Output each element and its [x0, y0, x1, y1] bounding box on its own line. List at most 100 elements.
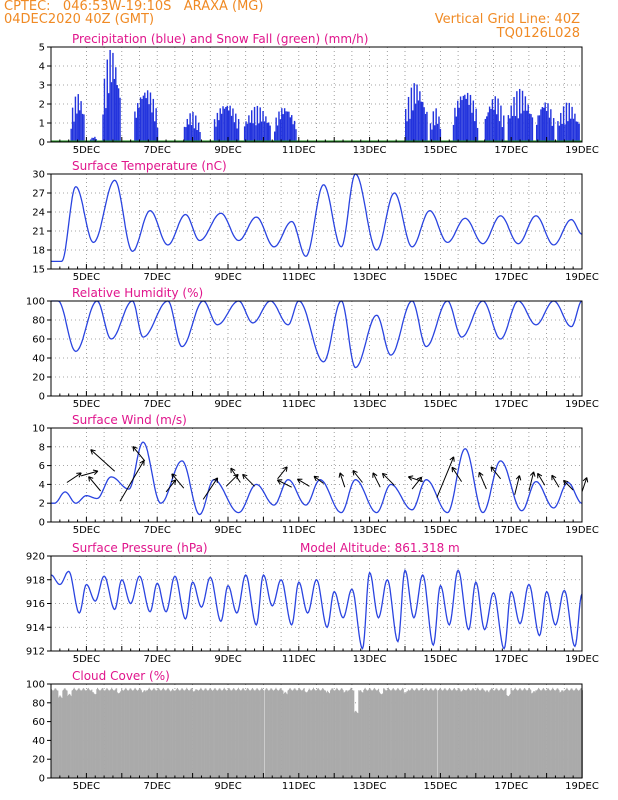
cloud-bar [406, 691, 408, 778]
cloud-bar [352, 690, 354, 778]
cloud-bar [221, 690, 223, 778]
cloud-bar [526, 690, 528, 778]
cloud-bar [286, 694, 288, 778]
cloud-bar [481, 688, 483, 778]
panel-1: Surface Temperature (nC) 15 18 21 24 27 30 5DEC… [32, 159, 599, 283]
x-tick-label: 19DEC [565, 654, 599, 665]
cloud-bar [518, 689, 520, 778]
precip-bar [562, 106, 565, 142]
cloud-bar [122, 690, 124, 778]
cloud-bar [340, 688, 342, 778]
cloud-bar [255, 689, 257, 778]
cloud-bar [409, 690, 411, 778]
precip-bar [523, 110, 525, 142]
cloud-bar [93, 693, 95, 778]
x-tick-label: 9DEC [214, 399, 241, 410]
precip-bar [216, 112, 219, 142]
cloud-bar [422, 690, 424, 778]
precip-bar [192, 111, 194, 142]
wind-arrow [563, 479, 574, 491]
cloud-bar [471, 689, 473, 778]
cloud-bar [365, 689, 367, 778]
cloud-bar [195, 689, 197, 778]
header-model-code: TQ0126L028 [496, 26, 580, 41]
cloud-bar [472, 688, 474, 778]
cloud-bar [70, 696, 72, 778]
cloud-bar [501, 688, 503, 778]
precip-bar [236, 128, 238, 142]
cloud-bar [135, 688, 137, 778]
cloud-bar [533, 691, 535, 778]
precip-bar [248, 115, 250, 142]
wind-arrow [490, 466, 501, 480]
cloud-bar [384, 689, 386, 778]
cloud-bar [120, 690, 122, 778]
precip-bar [225, 107, 227, 142]
cloud-bar [390, 690, 392, 778]
precip-bar [548, 117, 551, 142]
cloud-bar [291, 690, 293, 778]
cloud-bar [140, 690, 142, 778]
precip-bar [183, 126, 186, 142]
cloud-bar [562, 691, 564, 778]
cloud-bar [468, 689, 470, 778]
panel-2: Relative Humidity (%) 0 20 40 60 80 100 5DEC 7DE… [26, 286, 599, 410]
cloud-bar [87, 688, 89, 778]
cloud-bar [488, 692, 490, 778]
precip-bar [283, 108, 286, 142]
x-tick-label: 7DEC [144, 781, 171, 792]
cloud-bar [364, 687, 366, 778]
cloud-bar [259, 690, 261, 778]
cloud-bar [169, 691, 171, 778]
cloud-bar [162, 688, 164, 778]
precip-bar [230, 115, 233, 142]
cloud-bar [414, 689, 416, 778]
cloud-bar [312, 689, 314, 778]
cloud-bar [460, 691, 462, 778]
y-tick-label: 21 [32, 227, 45, 238]
wind-arrow [451, 466, 463, 482]
precip-bar [137, 103, 139, 142]
cloud-bar [203, 689, 205, 778]
cloud-bar [315, 690, 317, 778]
cloud-bar [578, 690, 580, 778]
x-tick-label: 17DEC [494, 781, 528, 792]
cloud-bar [375, 689, 377, 778]
cloud-bar [55, 689, 57, 778]
cloud-bar [570, 688, 572, 778]
cloud-bar [228, 688, 230, 778]
precip-bar [494, 96, 496, 142]
x-tick-label: 19DEC [565, 781, 599, 792]
cloud-bar [486, 689, 488, 778]
cloud-bar [99, 690, 101, 778]
cloud-bar [316, 689, 318, 778]
cloud-bar [127, 690, 129, 778]
cloud-bar [154, 689, 156, 778]
cloud-bar [444, 688, 446, 778]
cloud-bar [485, 691, 487, 778]
cloud-bar [548, 688, 550, 778]
cloud-bar [178, 690, 180, 778]
cloud-bar [256, 688, 258, 778]
cloud-bar [301, 690, 303, 778]
cloud-bar [441, 690, 443, 778]
cloud-bar [494, 689, 496, 778]
cloud-bar [290, 689, 292, 778]
cloud-bar [540, 690, 542, 778]
panel-5: Cloud Cover (%) 0 20 40 60 80 100 5DEC 7DEC 9DEC 1… [26, 669, 599, 792]
precip-bar [406, 121, 408, 142]
cloud-bar [453, 688, 455, 778]
cloud-bar [368, 689, 370, 778]
cloud-bar [521, 690, 523, 778]
cloud-bar [77, 689, 79, 778]
precip-bar [419, 91, 421, 142]
y-tick-label: 24 [32, 208, 45, 219]
precip-bar [237, 119, 240, 142]
precip-bar [152, 98, 155, 142]
cloud-bar [532, 692, 534, 778]
cloud-bar [465, 690, 467, 778]
cloud-bar [180, 689, 182, 778]
cloud-bar [314, 690, 316, 778]
precip-bar [74, 96, 77, 142]
precip-bar [435, 108, 437, 142]
